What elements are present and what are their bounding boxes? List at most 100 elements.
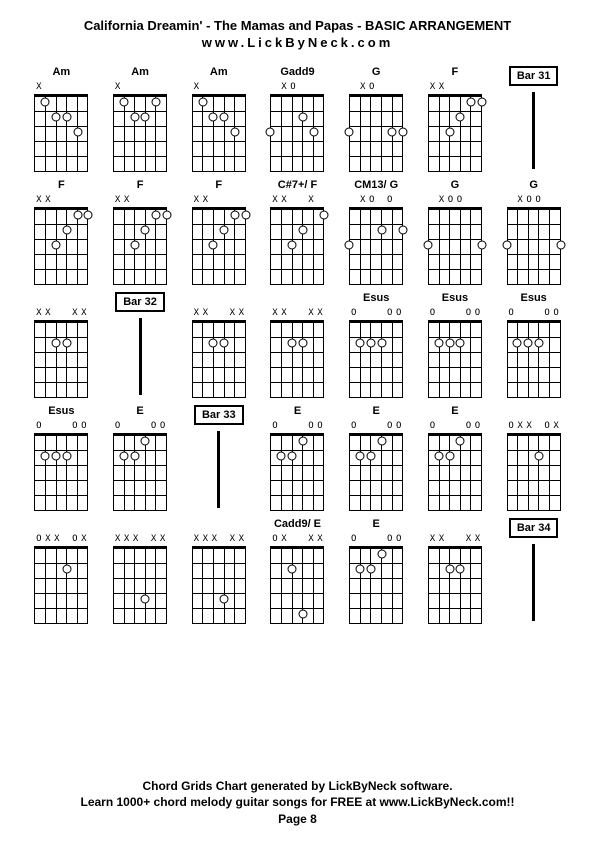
fretboard: [192, 320, 246, 395]
finger-dot: [366, 451, 375, 460]
finger-dot: [445, 127, 454, 136]
chord-name: CM13/ G: [354, 179, 398, 193]
string-markers: OOO: [113, 421, 167, 433]
finger-dot: [288, 564, 297, 573]
finger-dot: [320, 210, 329, 219]
chord-cell: XXXX: [264, 292, 331, 395]
fretboard: [270, 320, 324, 395]
fretboard: [428, 94, 482, 169]
finger-dot: [502, 240, 511, 249]
chord-cell: CM13/ GXOO: [343, 179, 410, 282]
chord-cell: XXXX: [422, 518, 489, 621]
finger-dot: [467, 97, 476, 106]
finger-dot: [535, 451, 544, 460]
chord-name: G: [372, 66, 381, 80]
finger-dot: [345, 240, 354, 249]
string-markers: XOO: [507, 195, 561, 207]
chord-name: E: [373, 518, 380, 532]
finger-dot: [288, 338, 297, 347]
chord-name: Gadd9: [280, 66, 314, 80]
bar-line: [217, 431, 220, 508]
chord-diagram: OOO: [113, 421, 167, 508]
chord-name: G: [451, 179, 460, 193]
chord-diagram: OXXOX: [507, 421, 561, 508]
chord-cell: EOOO: [422, 405, 489, 508]
finger-dot: [445, 451, 454, 460]
string-markers: OOO: [349, 308, 403, 320]
string-markers: OOO: [34, 421, 88, 433]
string-markers: XXXX: [192, 308, 246, 320]
finger-dot: [445, 338, 454, 347]
finger-dot: [456, 112, 465, 121]
finger-dot: [62, 564, 71, 573]
finger-dot: [119, 451, 128, 460]
finger-dot: [241, 210, 250, 219]
finger-dot: [456, 436, 465, 445]
string-markers: XXX: [270, 195, 324, 207]
string-markers: OOO: [349, 421, 403, 433]
string-markers: OXXOX: [34, 534, 88, 546]
finger-dot: [377, 338, 386, 347]
string-markers: OOO: [270, 421, 324, 433]
finger-dot: [399, 127, 408, 136]
finger-dot: [356, 451, 365, 460]
finger-dot: [73, 210, 82, 219]
chord-cell: FXX: [185, 179, 252, 282]
chord-cell: OXXOX: [500, 405, 567, 508]
string-markers: X: [113, 82, 167, 94]
fretboard: [192, 546, 246, 621]
finger-dot: [556, 240, 565, 249]
fretboard: [270, 546, 324, 621]
finger-dot: [445, 564, 454, 573]
finger-dot: [298, 225, 307, 234]
string-markers: XX: [192, 195, 246, 207]
finger-dot: [141, 436, 150, 445]
chord-diagram: XOO: [507, 195, 561, 282]
finger-dot: [220, 225, 229, 234]
finger-dot: [434, 451, 443, 460]
string-markers: XXXXX: [192, 534, 246, 546]
finger-dot: [41, 97, 50, 106]
chord-diagram: OXXX: [270, 534, 324, 621]
finger-dot: [141, 225, 150, 234]
chord-diagram: XX: [192, 195, 246, 282]
chord-name: Esus: [363, 292, 389, 306]
fretboard: [349, 207, 403, 282]
finger-dot: [62, 338, 71, 347]
string-markers: XX: [34, 195, 88, 207]
chord-name: F: [137, 179, 144, 193]
chord-name: Esus: [48, 405, 74, 419]
finger-dot: [209, 338, 218, 347]
chord-diagram: OOO: [507, 308, 561, 395]
finger-dot: [477, 97, 486, 106]
finger-dot: [141, 112, 150, 121]
fretboard: [349, 433, 403, 508]
chord-diagram: OXXOX: [34, 534, 88, 621]
chord-cell: Gadd9XO: [264, 66, 331, 169]
chord-cell: Esus OOO: [343, 292, 410, 395]
fretboard: [34, 320, 88, 395]
fretboard: [428, 320, 482, 395]
fretboard: [113, 546, 167, 621]
fretboard: [349, 546, 403, 621]
chord-diagram: OOO: [428, 421, 482, 508]
finger-dot: [51, 338, 60, 347]
bar-label: Bar 32: [115, 292, 165, 312]
chord-diagram: X: [192, 82, 246, 169]
finger-dot: [62, 451, 71, 460]
finger-dot: [513, 338, 522, 347]
bar-marker: Bar 33: [185, 405, 252, 508]
footer-line2: Learn 1000+ chord melody guitar songs fo…: [0, 794, 595, 811]
finger-dot: [366, 564, 375, 573]
chord-diagram: XX: [428, 82, 482, 169]
fretboard: [113, 207, 167, 282]
string-markers: XOO: [428, 195, 482, 207]
string-markers: X: [192, 82, 246, 94]
finger-dot: [266, 127, 275, 136]
chord-name: F: [452, 66, 459, 80]
string-markers: XXXX: [270, 308, 324, 320]
site-url: www.LickByNeck.com: [28, 35, 567, 50]
finger-dot: [298, 609, 307, 618]
chord-name: E: [136, 405, 143, 419]
finger-dot: [152, 97, 161, 106]
